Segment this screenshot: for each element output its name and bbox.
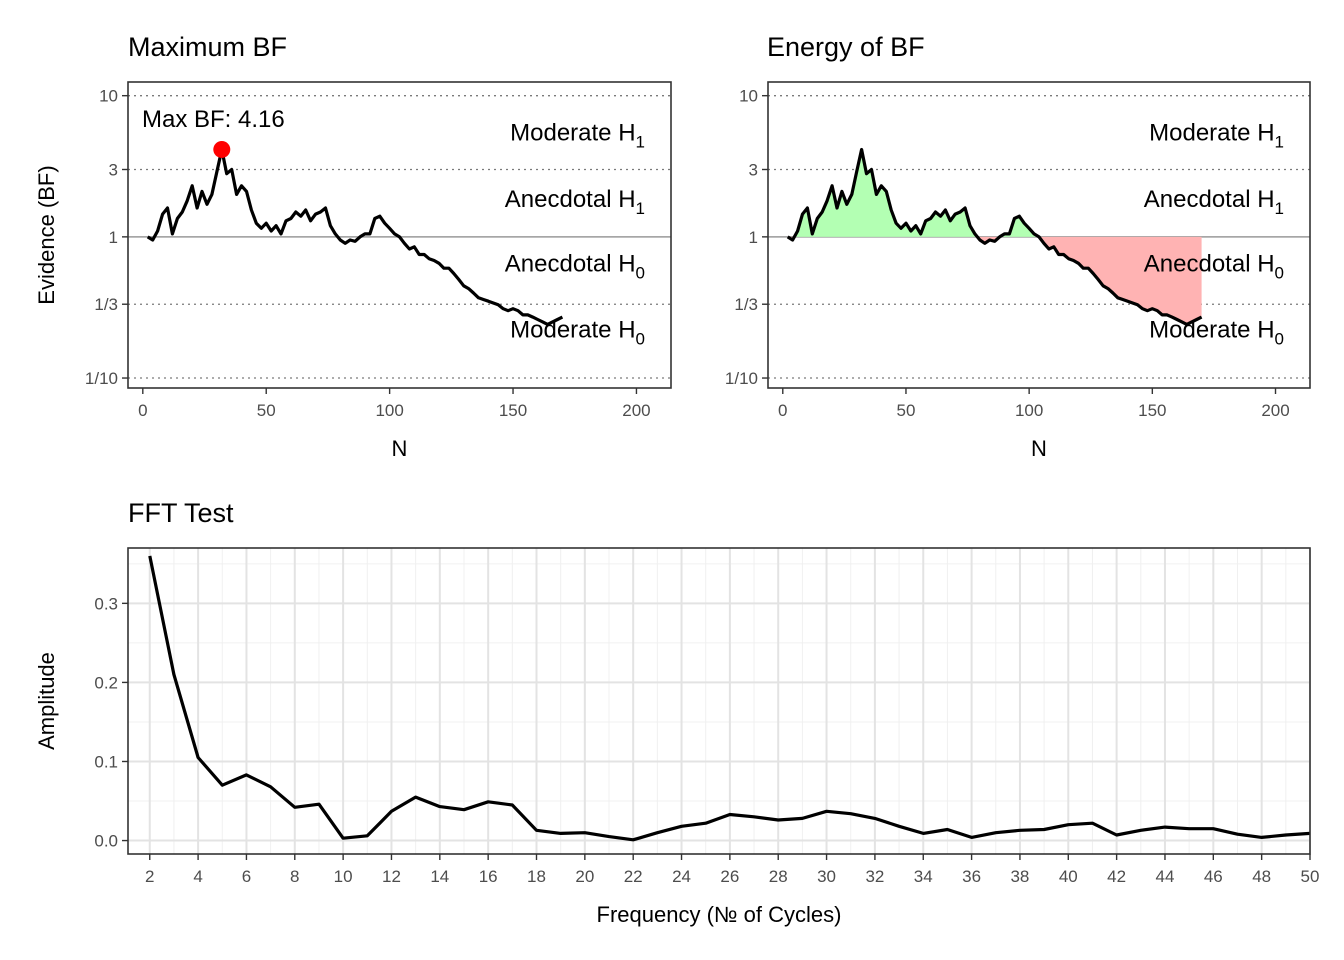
zone-label: Anecdotal H0 [1144, 250, 1284, 282]
x-tick-label: 30 [817, 867, 836, 886]
zone-label-subscript: 1 [636, 199, 645, 218]
zone-label: Moderate H0 [1149, 317, 1284, 349]
x-tick-label: 50 [257, 401, 276, 420]
x-tick-label: 40 [1059, 867, 1078, 886]
x-tick-label: 22 [624, 867, 643, 886]
zone-label-text: Anecdotal H [1144, 186, 1275, 213]
chart-title: FFT Test [128, 498, 234, 528]
x-tick-label: 20 [575, 867, 594, 886]
y-tick-label: 10 [739, 87, 758, 106]
x-tick-label: 0 [778, 401, 787, 420]
max-bf-point [213, 140, 231, 158]
x-tick-label: 150 [499, 401, 527, 420]
zone-label-subscript: 1 [636, 132, 645, 151]
x-tick-label: 28 [769, 867, 788, 886]
y-tick-label: 0.0 [94, 832, 118, 851]
zone-label-subscript: 0 [636, 330, 645, 349]
y-tick-label: 1/10 [85, 369, 118, 388]
panel-border [127, 81, 672, 389]
x-tick-label: 24 [672, 867, 691, 886]
zone-label-text: Anecdotal H [505, 186, 636, 213]
x-tick-label: 18 [527, 867, 546, 886]
x-tick-label: 12 [382, 867, 401, 886]
y-tick-label: 0.1 [94, 752, 118, 771]
zone-label-subscript: 0 [1275, 330, 1284, 349]
x-tick-label: 200 [1261, 401, 1289, 420]
x-tick-label: 44 [1156, 867, 1175, 886]
chart-title: Energy of BF [767, 32, 925, 62]
y-tick-label: 3 [749, 160, 758, 179]
x-axis-label: Frequency (№ of Cycles) [597, 902, 842, 927]
x-tick-label: 14 [430, 867, 449, 886]
panel-border [127, 547, 1311, 855]
x-tick-label: 10 [334, 867, 353, 886]
x-tick-label: 16 [479, 867, 498, 886]
series-line [146, 147, 564, 326]
zone-label-text: Moderate H [1149, 317, 1274, 344]
x-tick-label: 36 [962, 867, 981, 886]
zone-label: Moderate H0 [510, 317, 645, 349]
x-tick-label: 46 [1204, 867, 1223, 886]
y-tick-label: 1/10 [725, 369, 758, 388]
zone-label-text: Moderate H [510, 119, 635, 146]
x-tick-label: 8 [290, 867, 299, 886]
x-tick-label: 42 [1107, 867, 1126, 886]
x-tick-label: 100 [375, 401, 403, 420]
x-tick-label: 6 [242, 867, 251, 886]
y-axis-label: Evidence (BF) [34, 165, 59, 304]
y-tick-label: 1 [749, 228, 758, 247]
x-axis-label: N [1031, 436, 1047, 461]
area-below-one [1039, 236, 1202, 325]
x-tick-label: 150 [1138, 401, 1166, 420]
zone-label: Anecdotal H0 [505, 250, 645, 282]
x-axis-label: N [392, 436, 408, 461]
max-bf-label: Max BF: 4.16 [142, 106, 285, 133]
x-tick-label: 4 [193, 867, 202, 886]
y-tick-label: 3 [109, 160, 118, 179]
x-tick-label: 32 [865, 867, 884, 886]
zone-label: Moderate H1 [1149, 119, 1284, 151]
x-tick-label: 50 [1301, 867, 1320, 886]
series-line [148, 555, 1310, 842]
zone-label: Moderate H1 [510, 119, 645, 151]
x-tick-label: 0 [138, 401, 147, 420]
area-above-one [999, 216, 1039, 237]
x-tick-label: 100 [1015, 401, 1043, 420]
x-tick-label: 48 [1252, 867, 1271, 886]
x-tick-label: 34 [914, 867, 933, 886]
y-tick-label: 1/3 [94, 295, 118, 314]
y-tick-label: 0.2 [94, 673, 118, 692]
zone-label-subscript: 1 [1275, 199, 1284, 218]
y-tick-label: 10 [99, 87, 118, 106]
zone-label-text: Moderate H [510, 317, 635, 344]
x-tick-label: 38 [1010, 867, 1029, 886]
y-tick-label: 0.3 [94, 594, 118, 613]
x-tick-label: 26 [720, 867, 739, 886]
zone-label-text: Anecdotal H [1144, 250, 1275, 277]
x-tick-label: 50 [897, 401, 916, 420]
panel-border [767, 81, 1311, 389]
series-line [786, 147, 1203, 326]
x-tick-label: 2 [145, 867, 154, 886]
chart-title: Maximum BF [128, 32, 287, 62]
x-tick-label: 200 [622, 401, 650, 420]
y-tick-label: 1/3 [734, 295, 758, 314]
zone-label-subscript: 0 [1275, 263, 1284, 282]
zone-label: Anecdotal H1 [1144, 186, 1284, 218]
zone-label-subscript: 0 [636, 263, 645, 282]
y-tick-label: 1 [109, 228, 118, 247]
zone-label-subscript: 1 [1275, 132, 1284, 151]
y-axis-label: Amplitude [34, 652, 59, 750]
zone-label: Anecdotal H1 [505, 186, 645, 218]
zone-label-text: Moderate H [1149, 119, 1274, 146]
zone-label-text: Anecdotal H [505, 250, 636, 277]
